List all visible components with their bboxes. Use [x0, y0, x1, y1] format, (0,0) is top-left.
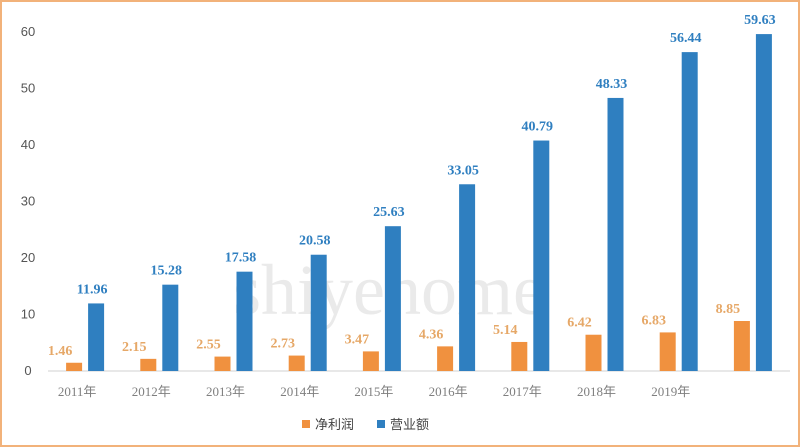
bar-净利润-7: [585, 334, 602, 371]
x-tick-label-7: 2018年: [577, 384, 616, 399]
x-tick-label-6: 2017年: [503, 384, 542, 399]
data-label-净利润-4: 3.47: [345, 332, 370, 347]
y-tick-label-1: 10: [21, 307, 35, 322]
x-tick-label-0: 2011年: [58, 384, 97, 399]
data-label-净利润-6: 5.14: [493, 323, 518, 338]
bar-营业额-3: [310, 254, 327, 371]
data-label-净利润-9: 8.85: [716, 302, 741, 317]
x-tick-label-4: 2015年: [354, 384, 393, 399]
x-tick-label-5: 2016年: [429, 384, 468, 399]
data-label-净利润-0: 1.46: [48, 344, 73, 359]
bar-营业额-4: [384, 226, 401, 371]
bar-净利润-5: [437, 346, 454, 371]
bar-净利润-1: [140, 358, 157, 371]
legend-label-1: 营业额: [390, 418, 429, 433]
data-label-营业额-5: 33.05: [447, 163, 479, 178]
data-label-营业额-2: 17.58: [225, 251, 257, 266]
bar-净利润-3: [288, 355, 305, 371]
legend-swatch-1: [377, 420, 385, 428]
bar-净利润-4: [362, 351, 379, 371]
data-label-净利润-3: 2.73: [270, 337, 295, 352]
x-tick-label-1: 2012年: [132, 384, 171, 399]
data-label-营业额-1: 15.28: [151, 264, 183, 279]
data-label-营业额-0: 11.96: [77, 282, 108, 297]
data-label-营业额-8: 56.44: [670, 31, 702, 46]
x-tick-label-8: 2019年: [651, 384, 690, 399]
data-label-营业额-3: 20.58: [299, 234, 331, 249]
bar-净利润-6: [511, 341, 528, 371]
bar-营业额-8: [681, 52, 698, 371]
bar-营业额-9: [755, 34, 772, 371]
data-label-净利润-2: 2.55: [196, 338, 221, 353]
y-tick-label-5: 50: [21, 81, 35, 96]
bar-营业额-6: [533, 140, 550, 371]
data-label-净利润-5: 4.36: [419, 327, 444, 342]
legend-label-0: 净利润: [315, 418, 354, 433]
x-tick-label-3: 2014年: [280, 384, 319, 399]
bar-营业额-0: [88, 303, 105, 371]
bar-净利润-0: [66, 362, 83, 371]
data-label-净利润-8: 6.83: [641, 313, 666, 328]
bar-营业额-1: [162, 284, 179, 371]
bar-营业额-2: [236, 271, 253, 371]
x-tick-label-2: 2013年: [206, 384, 245, 399]
bar-营业额-7: [607, 97, 624, 372]
bar-净利润-2: [214, 356, 231, 371]
y-tick-label-4: 40: [21, 137, 35, 152]
y-tick-label-2: 20: [21, 250, 35, 265]
data-label-营业额-9: 59.63: [744, 13, 776, 28]
data-label-净利润-1: 2.15: [122, 340, 147, 355]
data-label-营业额-7: 48.33: [596, 77, 628, 92]
data-label-营业额-4: 25.63: [373, 205, 405, 220]
y-tick-label-0: 0: [24, 363, 31, 378]
bar-净利润-8: [659, 332, 676, 371]
y-tick-label-3: 30: [21, 194, 35, 209]
bar-营业额-5: [459, 184, 476, 371]
data-label-营业额-6: 40.79: [522, 120, 554, 135]
data-label-净利润-7: 6.42: [567, 316, 592, 331]
legend-swatch-0: [302, 420, 310, 428]
y-tick-label-6: 60: [21, 24, 35, 39]
bar-净利润-9: [733, 320, 750, 371]
